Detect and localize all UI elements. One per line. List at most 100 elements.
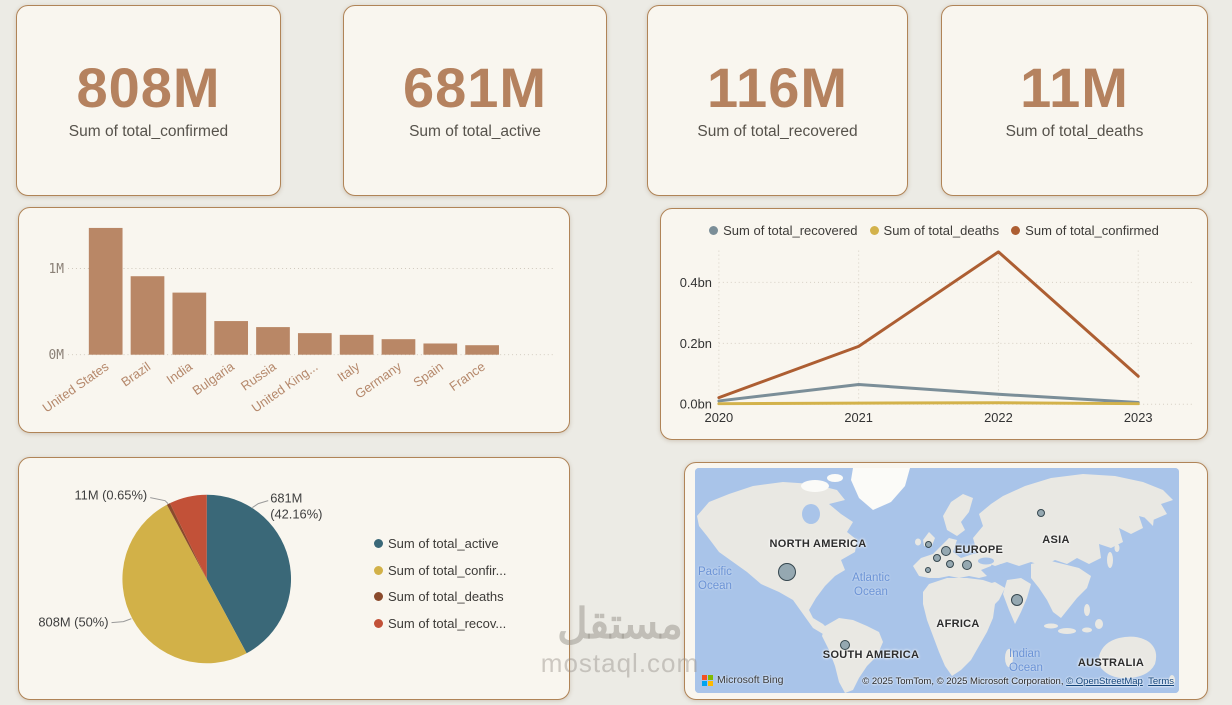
map-bubble-united-kingdom[interactable] [924, 540, 932, 548]
map-label-asia: ASIA [1042, 534, 1070, 546]
bar-italy[interactable] [339, 334, 374, 355]
pie-callout-sum-of-total-deaths: 11M (0.65%) [74, 488, 147, 503]
map-bubble-france[interactable] [933, 554, 941, 562]
line-series-sum-of-total-confirmed[interactable] [717, 250, 1140, 400]
pie-callout-sum-of-total-active: 681M [270, 491, 302, 506]
bar-united-states[interactable] [88, 227, 123, 355]
pie-legend-item-sum-of-total-active[interactable]: Sum of total_active [374, 536, 507, 551]
pie-legend-label-sum-of-total-confir: Sum of total_confir... [388, 562, 507, 578]
legend-item-sum-of-total-deaths[interactable]: Sum of total_deaths [869, 223, 1000, 238]
pie-legend-item-sum-of-total-recov[interactable]: Sum of total_recov... [374, 616, 507, 631]
bar-bulgaria[interactable] [214, 321, 249, 355]
kpi-value-confirmed: 808M [76, 56, 221, 119]
map-bubble-russia[interactable] [1037, 509, 1045, 517]
pie-legend-dot-sum-of-total-active [374, 539, 383, 548]
map-bubble-bulgaria[interactable] [962, 560, 972, 570]
line-xtick-2021: 2021 [844, 410, 873, 425]
pie-legend-dot-sum-of-total-confir [374, 565, 383, 575]
bar-ytick-0M: 0M [49, 348, 65, 363]
kpi-label-recovered: Sum of total_recovered [697, 123, 858, 140]
ocean-label-pacific: Pacific Ocean [698, 566, 732, 592]
pie-callout-line-sum-of-total-deaths [150, 497, 169, 504]
map-bubble-brazil[interactable] [840, 640, 850, 650]
pie-callout-line-sum-of-total-confir [111, 618, 132, 624]
kpi-value-deaths: 11M [1020, 56, 1129, 119]
pie-slice-sum-of-total-confir[interactable] [122, 504, 247, 664]
bar-category-bulgaria: Bulgaria [190, 358, 238, 398]
pie-chart-card: 681M (42.16%) 808M (50%) 11M (0.65%) Sum of… [18, 457, 570, 700]
legend-label-sum-of-total-confirmed: Sum of total_confirmed [1025, 223, 1159, 238]
bar-category-brazil: Brazil [118, 359, 153, 390]
pie-slice-sum-of-total-deaths[interactable] [166, 503, 207, 579]
line-series-sum-of-total-deaths[interactable] [717, 401, 1140, 406]
map-label-australia: AUSTRALIA [1077, 657, 1145, 669]
map-label-north-america: NORTH AMERICA [769, 538, 867, 550]
kpi-label-deaths: Sum of total_deaths [1005, 123, 1144, 140]
legend-label-sum-of-total-recovered: Sum of total_recovered [723, 223, 858, 238]
pie-chart-legend: Sum of total_active Sum of total_confir..… [374, 536, 507, 631]
legend-item-sum-of-total-recovered[interactable]: Sum of total_recovered [709, 223, 858, 238]
kpi-card-confirmed: 808M Sum of total_confirmed [16, 5, 281, 196]
pie-legend-label-sum-of-total-recov: Sum of total_recov... [388, 615, 507, 631]
ocean-label-atlantic: Atlantic Ocean [852, 572, 890, 598]
line-chart[interactable]: 2020 2021 2022 2023 0.0bn 0.2bn 0.4bn [661, 209, 1207, 439]
bar-united-king[interactable] [297, 333, 332, 355]
pie-callout-sum-of-total-confir: 808M (50%) [38, 615, 108, 630]
line-series-sum-of-total-recovered[interactable] [717, 382, 1140, 404]
pie-callout-line-sum-of-total-active [252, 500, 269, 509]
pie-callout-sum-of-total-active: (42.16%) [270, 506, 322, 521]
legend-label-sum-of-total-deaths: Sum of total_deaths [883, 223, 1000, 238]
bar-spain[interactable] [423, 343, 458, 355]
legend-dot-sum-of-total-recovered [709, 226, 719, 235]
line-ytick-0.2bn: 0.2bn [680, 336, 712, 351]
bar-france[interactable] [465, 345, 499, 355]
line-ytick-0.4bn: 0.4bn [680, 275, 712, 290]
map-copyright-text: © 2025 TomTom, © 2025 Microsoft Corporat… [862, 676, 1067, 687]
legend-item-sum-of-total-confirmed[interactable]: Sum of total_confirmed [1011, 223, 1159, 238]
map-bubble-italy[interactable] [946, 560, 954, 568]
kpi-card-recovered: 116M Sum of total_recovered [647, 5, 908, 196]
bar-india[interactable] [172, 292, 207, 355]
pie-chart[interactable]: 681M(42.16%) 808M (50%) 11M (0.65%) [19, 458, 569, 699]
kpi-label-active: Sum of total_active [409, 123, 541, 140]
legend-dot-sum-of-total-confirmed [1011, 226, 1021, 235]
legend-dot-sum-of-total-deaths [869, 226, 879, 235]
pie-legend-dot-sum-of-total-recov [374, 618, 383, 628]
bar-russia[interactable] [256, 327, 290, 355]
world-map[interactable]: NORTH AMERICA EUROPE ASIA AFRICA SOUTH AMERI… [695, 468, 1179, 693]
map-bubble-spain[interactable] [925, 567, 931, 573]
terms-link[interactable]: Terms [1148, 676, 1174, 687]
pie-legend-item-sum-of-total-deaths[interactable]: Sum of total_deaths [374, 589, 507, 604]
pie-legend-item-sum-of-total-confir[interactable]: Sum of total_confir... [374, 563, 507, 578]
bing-logo: Microsoft Bing [702, 674, 784, 686]
microsoft-logo-icon [702, 674, 713, 686]
map-bubble-india[interactable] [1011, 594, 1023, 606]
line-chart-legend: Sum of total_recovered Sum of total_death… [661, 223, 1207, 238]
line-xtick-2020: 2020 [705, 410, 734, 425]
bar-brazil[interactable] [130, 276, 165, 355]
bar-category-france: France [446, 359, 487, 394]
kpi-value-recovered: 116M [707, 56, 848, 119]
kpi-card-active: 681M Sum of total_active [343, 5, 607, 196]
map-bubble-united-states[interactable] [778, 563, 796, 581]
bar-category-spain: Spain [410, 359, 446, 390]
pie-slice-sum-of-total-recov[interactable] [169, 494, 207, 579]
line-xtick-2023: 2023 [1124, 410, 1153, 425]
bar-germany[interactable] [381, 339, 416, 355]
map-land-shapes [695, 468, 1179, 693]
map-attribution: © 2025 TomTom, © 2025 Microsoft Corporat… [862, 676, 1174, 687]
pie-legend-label-sum-of-total-active: Sum of total_active [388, 536, 499, 551]
line-xtick-2022: 2022 [984, 410, 1013, 425]
map-bubble-germany[interactable] [941, 546, 951, 556]
line-ytick-0.0bn: 0.0bn [680, 397, 712, 412]
map-card: NORTH AMERICA EUROPE ASIA AFRICA SOUTH AMERI… [684, 462, 1208, 700]
bar-chart-card: 0M 1M United States Brazil India Bulgaria Russ… [18, 207, 570, 433]
ocean-label-indian: Indian Ocean [1009, 648, 1043, 674]
pie-slice-sum-of-total-active[interactable] [206, 494, 292, 654]
bar-category-germany: Germany [352, 358, 404, 401]
pie-legend-dot-sum-of-total-deaths [374, 592, 383, 601]
kpi-value-active: 681M [402, 56, 548, 119]
kpi-label-confirmed: Sum of total_confirmed [68, 123, 229, 140]
openstreetmap-link[interactable]: © OpenStreetMap [1066, 676, 1143, 687]
